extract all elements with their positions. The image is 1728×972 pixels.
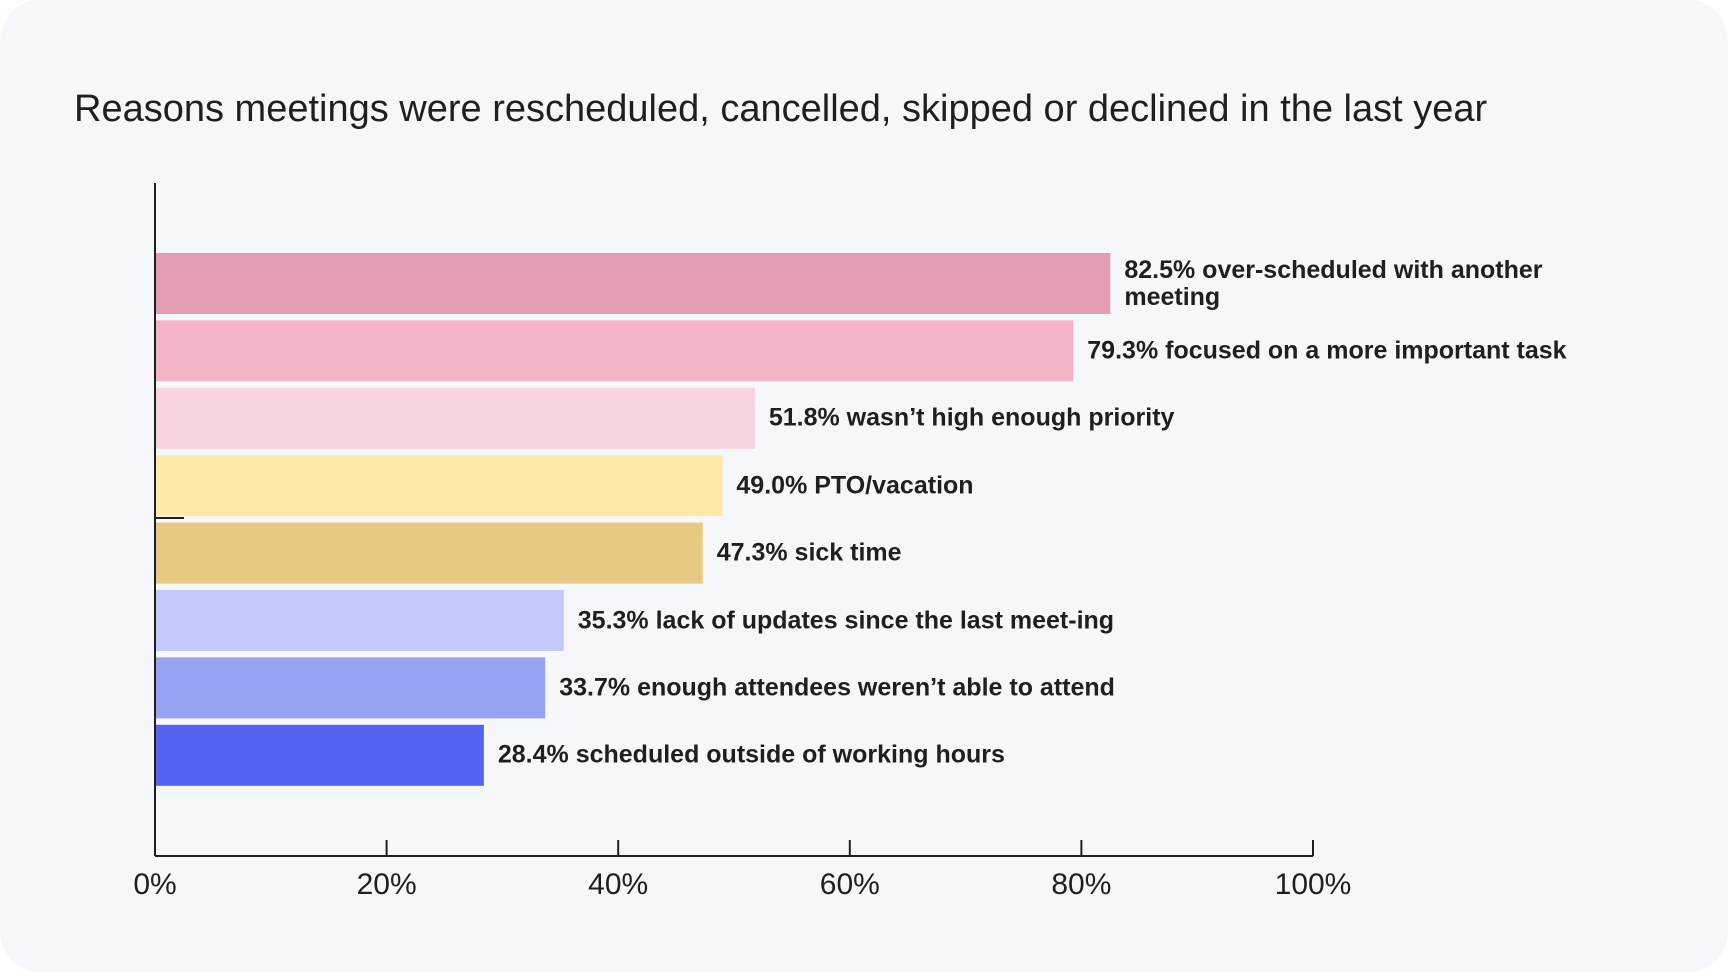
bar-2 — [155, 320, 1074, 382]
bar-label-1: 82.5% over-scheduled with another meetin… — [1124, 255, 1543, 311]
bar-label-4: 49.0% PTO/vacation — [736, 471, 974, 500]
bar-label-5: 47.3% sick time — [716, 538, 902, 567]
x-tick-label-4: 80% — [1051, 868, 1112, 901]
bar-label-2: 79.3% focused on a more important task — [1087, 336, 1567, 365]
x-tick-label-2: 40% — [588, 868, 649, 901]
bar-3 — [155, 387, 755, 449]
bar-label-6: 35.3% lack of updates since the last mee… — [577, 606, 1115, 634]
bar-1 — [155, 253, 1111, 314]
bar-8 — [155, 724, 484, 786]
bar-6 — [155, 590, 564, 651]
x-tick-label-1: 20% — [356, 868, 417, 901]
bar-5 — [155, 522, 703, 584]
bar-label-7: 33.7% enough attendees weren’t able to a… — [559, 673, 1115, 702]
bar-label-3: 51.8% wasn’t high enough priority — [768, 403, 1175, 432]
bar-7 — [155, 657, 546, 719]
bar-4 — [155, 455, 723, 517]
chart-title: Reasons meetings were rescheduled, cance… — [74, 88, 1488, 130]
x-tick-label-5: 100% — [1274, 868, 1352, 901]
x-tick-label-3: 60% — [819, 868, 880, 901]
bar-label-8: 28.4% scheduled outside of working hours — [497, 740, 1005, 769]
x-tick-label-0: 0% — [133, 868, 177, 901]
